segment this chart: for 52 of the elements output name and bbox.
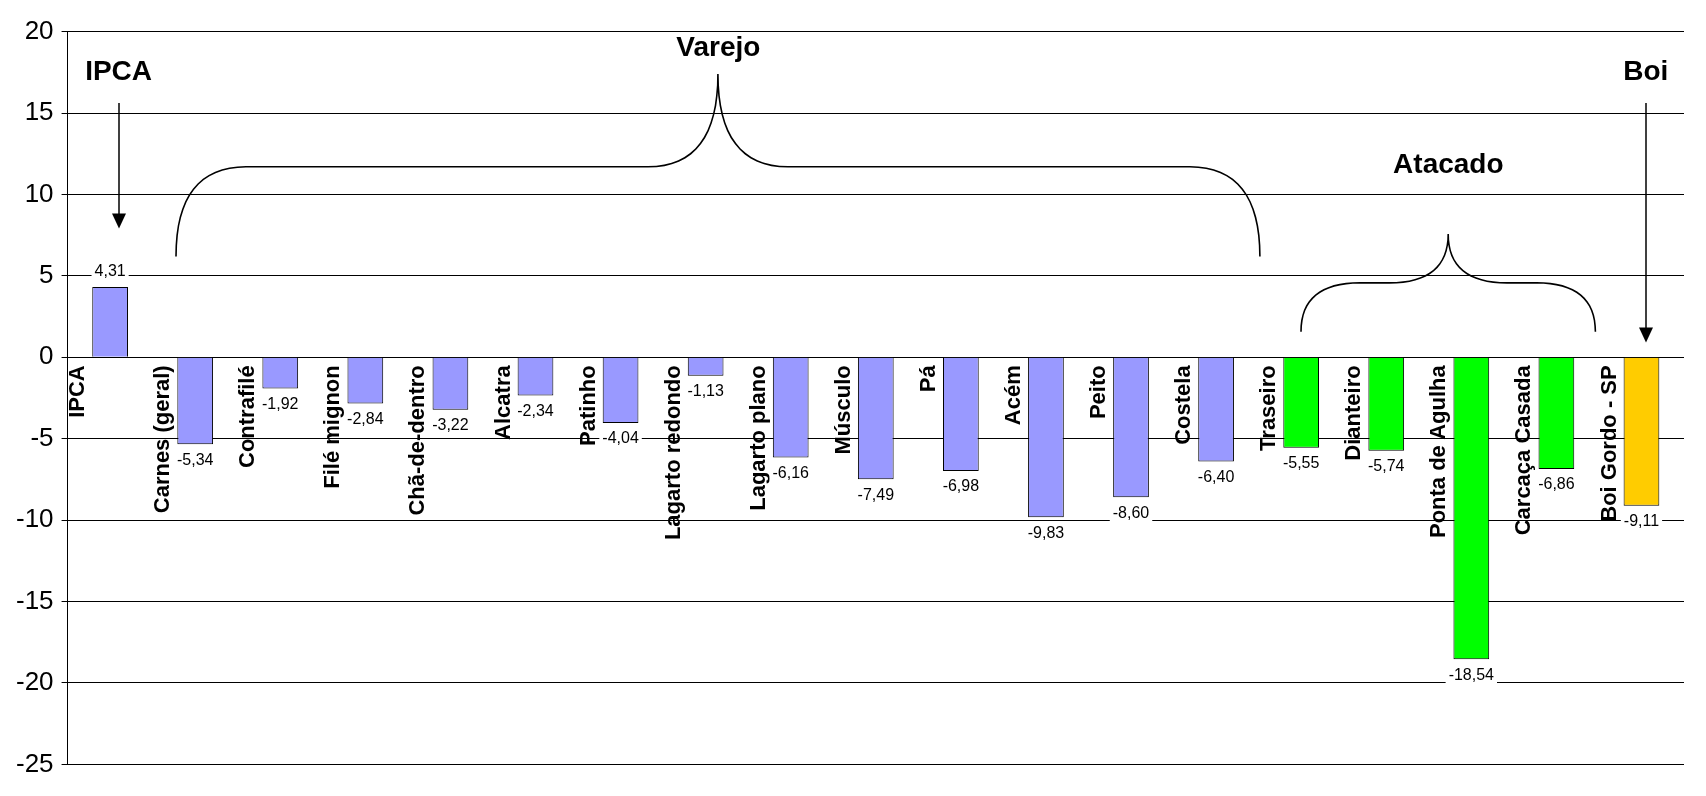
x-tick-label: Patinho (574, 365, 600, 446)
y-tick-label: 5 (39, 259, 54, 290)
annotation: Boi (1623, 55, 1669, 87)
x-tick-label: Boi Gordo - SP (1595, 365, 1621, 522)
x-tick-label: Lagarto redondo (659, 365, 685, 541)
y-tick-label: 20 (24, 14, 54, 45)
data-label: -3,22 (432, 416, 469, 434)
x-tick-label: Alcatra (489, 364, 515, 440)
data-label: -6,40 (1197, 467, 1235, 485)
y-tick-label: -15 (16, 584, 54, 615)
x-tick-label: Dianteiro (1340, 365, 1366, 461)
x-tick-label: Carnes (geral) (149, 365, 175, 514)
x-tick-label: Acém (1000, 365, 1025, 426)
data-label: -5,55 (1282, 454, 1320, 472)
x-tick-label: IPCA (64, 365, 90, 418)
data-label: -6,98 (942, 477, 980, 495)
data-label: -6,86 (1538, 475, 1575, 493)
data-label: -6,16 (772, 464, 810, 482)
x-tick-label: Carcaça Casada (1510, 364, 1536, 536)
data-label: -4,04 (602, 429, 639, 447)
x-tick-label: Ponta de Agulha (1425, 364, 1451, 539)
data-label: -2,34 (517, 401, 554, 419)
y-tick-label: 15 (24, 96, 54, 127)
x-tick-label: Peito (1085, 365, 1111, 420)
x-tick-label: Pá (914, 364, 940, 393)
y-tick-label: 10 (24, 177, 54, 208)
data-label: -7,49 (857, 485, 895, 503)
y-tick-label: -25 (16, 747, 54, 778)
annotation: IPCA (85, 55, 153, 87)
y-tick-label: 0 (39, 340, 54, 371)
data-label: -9,11 (1623, 512, 1660, 530)
data-label: -9,83 (1027, 523, 1065, 541)
data-label: -18,54 (1448, 665, 1495, 683)
data-label: -1,13 (687, 382, 724, 400)
data-label: -1,92 (262, 394, 299, 412)
x-tick-label: Costela (1170, 364, 1196, 445)
y-tick-label: -10 (16, 503, 54, 534)
data-label: -5,34 (176, 450, 214, 468)
annotation: Atacado (1393, 147, 1504, 179)
data-label: -8,60 (1112, 503, 1150, 521)
x-tick-label: Lagarto plano (744, 365, 770, 511)
annotation: Varejo (676, 30, 761, 62)
x-tick-label: Contrafilé (234, 365, 260, 468)
x-tick-label: Filé mignon (319, 365, 345, 489)
x-tick-label: Chã-de-dentro (404, 365, 430, 516)
y-tick-label: -20 (16, 666, 54, 697)
data-label: -2,84 (347, 409, 384, 427)
x-tick-label: Traseiro (1255, 365, 1281, 451)
data-label: -5,74 (1368, 457, 1405, 475)
data-label: 4,31 (94, 261, 126, 279)
y-tick-label: -5 (30, 421, 54, 452)
x-tick-label: Músculo (829, 365, 855, 455)
